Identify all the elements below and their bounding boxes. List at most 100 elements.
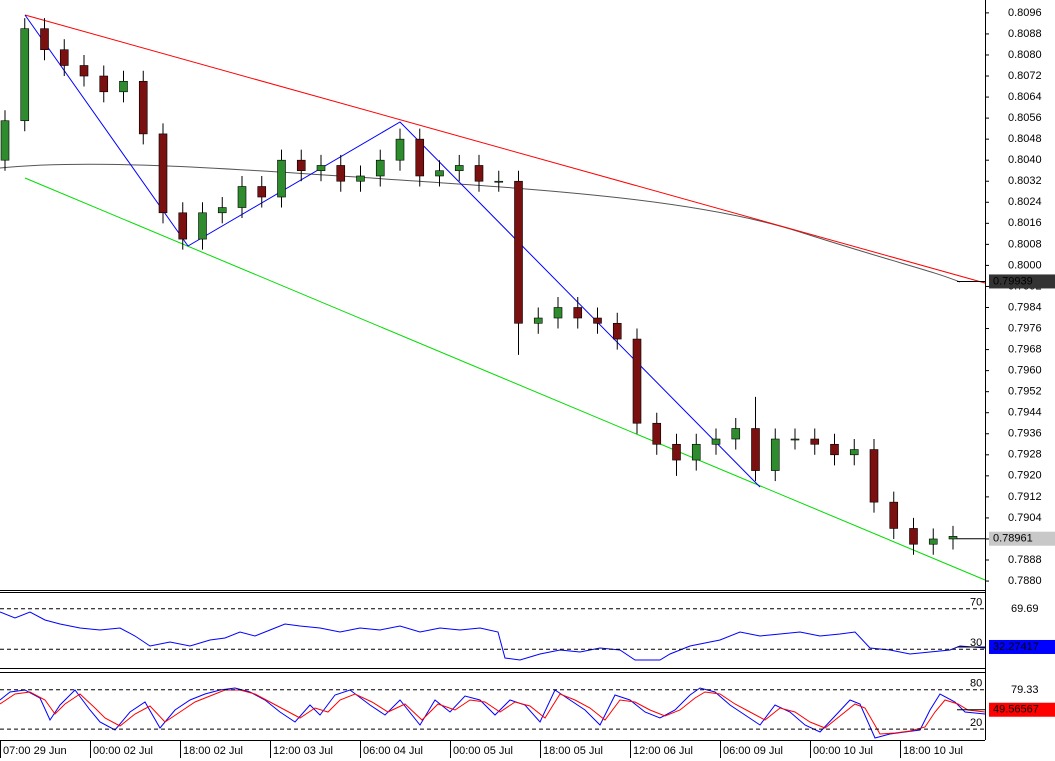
resistance-trendline (24, 14, 986, 284)
zigzag (24, 14, 761, 488)
y-tick-label: 0.7984 (1008, 301, 1042, 313)
candle-body (593, 317, 602, 324)
candle-body (553, 307, 563, 319)
candle-body (751, 428, 760, 471)
candle-body (217, 207, 227, 214)
y-tick-label: 0.8080 (1008, 49, 1042, 61)
candle-body (632, 338, 642, 424)
price-badge-label: 0.78961 (993, 533, 1033, 545)
candle-body (533, 317, 543, 324)
candle-body (435, 170, 444, 177)
y-tick-label: 0.7936 (1008, 428, 1042, 440)
candle-body (79, 65, 89, 77)
y-tick-label: 0.7944 (1008, 407, 1042, 419)
candle-body (257, 186, 267, 198)
candle-body (770, 438, 780, 471)
candle-body (612, 322, 622, 340)
candle-body (99, 75, 109, 93)
y-tick-label: 0.8032 (1008, 175, 1042, 187)
y-tick-label: 0.8008 (1008, 238, 1042, 250)
value-badge-label: 49.56567 (993, 704, 1039, 716)
candle-body (790, 438, 800, 441)
stoch-main-line (0, 687, 986, 739)
candle-body (514, 180, 523, 324)
y-tick-label: 0.7928 (1008, 449, 1042, 461)
x-tick-label: 00:00 02 Jul (93, 745, 153, 757)
moving-average (0, 163, 961, 283)
x-tick-label: 12:00 06 Jul (633, 745, 693, 757)
y-tick-label: 0.8096 (1008, 7, 1042, 19)
candle-body (356, 175, 365, 182)
candle-body (158, 133, 168, 214)
stoch-signal-line (0, 689, 986, 735)
candle-body (928, 538, 938, 545)
y-tick-label: 0.7880 (1008, 575, 1042, 587)
x-tick-label: 07:00 29 Jun (3, 745, 67, 757)
x-tick-label: 18:00 05 Jul (543, 745, 603, 757)
candle-body (20, 28, 30, 122)
x-tick-label: 18:00 02 Jul (183, 745, 243, 757)
candle-body (474, 165, 484, 182)
candle-body (375, 159, 385, 177)
candle-body (691, 443, 701, 461)
candle-body (830, 443, 839, 456)
value-badge (989, 639, 1055, 654)
candle-body (277, 159, 286, 198)
candle-body (119, 80, 128, 93)
candle-body (0, 120, 10, 161)
candle-body (731, 428, 741, 440)
candle-body (198, 212, 207, 240)
y-tick-label: 0.8024 (1008, 196, 1042, 208)
level-label: 20 (970, 717, 982, 729)
level-label: 70 (970, 597, 982, 609)
candle-body (573, 307, 583, 319)
value-badge (989, 702, 1055, 717)
y-tick-label: 0.8040 (1008, 154, 1042, 166)
candle-body (237, 186, 247, 208)
candle-body (395, 138, 405, 161)
candles (0, 18, 958, 555)
candle-body (810, 438, 820, 445)
x-tick-label: 18:00 10 Jul (903, 745, 963, 757)
candle-body (652, 422, 662, 445)
y-tick-label: 0.7952 (1008, 386, 1042, 398)
candle-body (948, 536, 958, 540)
price-badge (989, 274, 1055, 289)
y-tick-label: 0.8048 (1008, 133, 1042, 145)
candle-body (494, 180, 504, 183)
value-badge-label: 32.27417 (993, 641, 1039, 653)
candle-body (40, 28, 49, 51)
y-tick-label: 0.7888 (1008, 554, 1042, 566)
y-tick-label: 0.8000 (1008, 259, 1042, 271)
candle-body (454, 165, 464, 172)
candle-body (869, 449, 879, 503)
price-badge-label: 0.79939 (993, 275, 1033, 287)
y-tick-label: 0.7904 (1008, 512, 1042, 524)
candle-body (672, 443, 681, 461)
candle-body (849, 449, 859, 456)
y-tick-label: 0.7960 (1008, 365, 1042, 377)
x-tick-label: 06:00 09 Jul (723, 745, 783, 757)
candle-body (711, 438, 721, 445)
support-trendline (24, 177, 986, 581)
candle-body (336, 165, 346, 182)
y-tick-label: 0.7976 (1008, 322, 1042, 334)
candle-body (909, 528, 918, 545)
candle-body (296, 159, 306, 172)
y-tick-label: 0.8056 (1008, 112, 1042, 124)
candle-body (59, 49, 69, 66)
price-axis: 0.8096 0.8088 0.8080 0.8072 0.8064 0.8056 0.80… (985, 7, 1042, 587)
y-tick-label: 0.8064 (1008, 91, 1042, 103)
y-tick-label: 0.7968 (1008, 343, 1042, 355)
indicator-max-label: 69.69 (1011, 603, 1039, 615)
y-tick-label: 0.7912 (1008, 491, 1042, 503)
x-tick-label: 00:00 05 Jul (453, 745, 513, 757)
y-tick-label: 0.8088 (1008, 28, 1042, 40)
x-tick-label: 00:00 10 Jul (813, 745, 873, 757)
level-label: 80 (970, 678, 982, 690)
y-tick-label: 0.7920 (1008, 470, 1042, 482)
y-tick-label: 0.8016 (1008, 217, 1042, 229)
